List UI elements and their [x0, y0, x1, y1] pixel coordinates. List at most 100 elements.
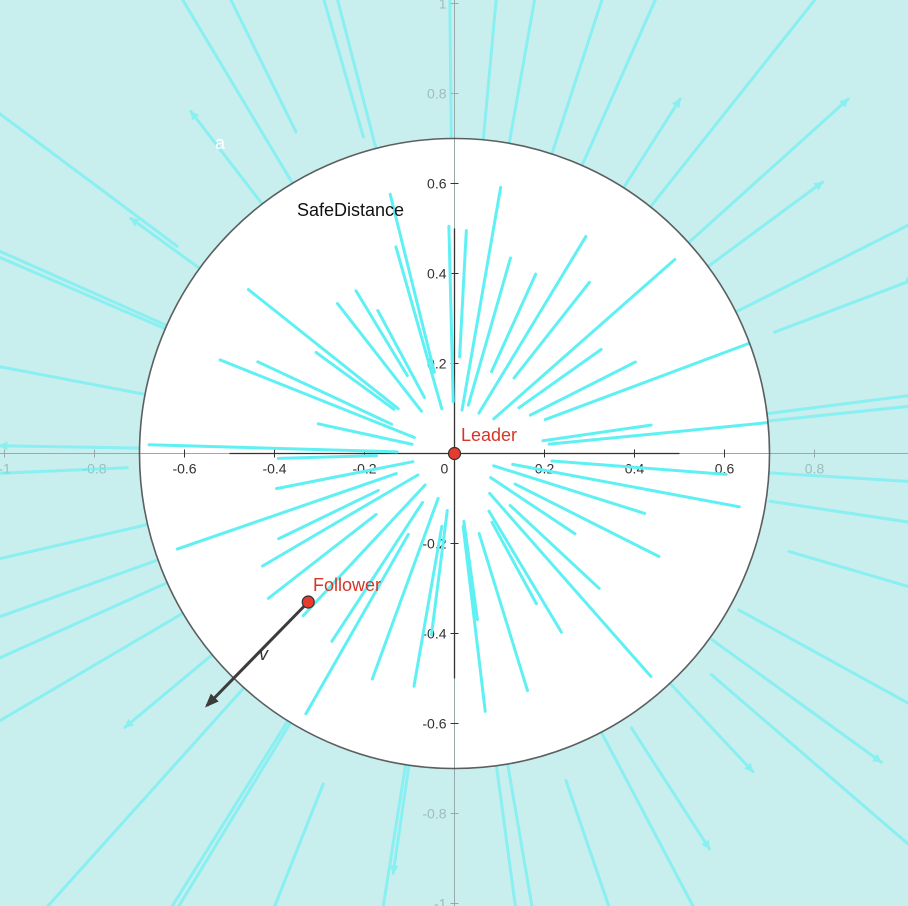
- x-tick-label: 0.8: [805, 461, 825, 477]
- field-line: [170, 688, 309, 906]
- field-line: [448, 0, 454, 172]
- field-line: [691, 223, 908, 335]
- velocity-label: v: [259, 644, 269, 664]
- field-line: [490, 520, 538, 606]
- field-line: [475, 0, 498, 212]
- field-line: [507, 0, 537, 144]
- field-line: [492, 257, 677, 421]
- field-line: [737, 608, 908, 705]
- field-line: [528, 360, 637, 417]
- field-line: [564, 778, 611, 906]
- field-line: [354, 289, 409, 378]
- field-line: [477, 532, 529, 693]
- y-tick-label: -0.4: [422, 626, 446, 642]
- field-line: [458, 229, 468, 359]
- y-tick-label: 1: [439, 0, 447, 12]
- x-tick-label: -1: [0, 461, 11, 477]
- field-line: [630, 640, 755, 774]
- a-label: a: [215, 133, 226, 153]
- field-line: [276, 454, 379, 460]
- field-line: [502, 739, 534, 906]
- field-line: [547, 419, 770, 446]
- field-line: [461, 524, 487, 713]
- field-line: [462, 519, 479, 622]
- field-line: [0, 561, 214, 660]
- velocity-vector[interactable]: [205, 600, 310, 708]
- field-line: [492, 464, 647, 515]
- field-line: [412, 524, 444, 688]
- field-line: [552, 0, 657, 230]
- field-line: [0, 365, 155, 398]
- field-line: [0, 466, 129, 475]
- field-line: [0, 523, 148, 561]
- field-line: [0, 255, 204, 347]
- x-tick-label: -0.6: [172, 461, 196, 477]
- field-line: [322, 0, 365, 139]
- y-tick-label: 0.6: [427, 176, 447, 192]
- field-line: [189, 109, 288, 236]
- field-line: [492, 742, 517, 906]
- field-line: [123, 609, 267, 729]
- field-line: [147, 443, 399, 454]
- x-tick-label: 0: [441, 461, 449, 477]
- y-tick-label: -1: [434, 896, 447, 906]
- follower-point[interactable]: [301, 595, 315, 609]
- field-line: [512, 280, 591, 380]
- field-line: [0, 610, 187, 723]
- field-line: [336, 0, 395, 219]
- field-line: [316, 422, 414, 446]
- field-line: [218, 358, 416, 439]
- field-line: [460, 185, 503, 412]
- field-line: [550, 459, 728, 476]
- field-line: [429, 509, 449, 637]
- field-line: [229, 0, 298, 134]
- field-line: [175, 472, 398, 551]
- field-line: [772, 277, 908, 334]
- field-line: [488, 491, 653, 679]
- field-line: [277, 488, 380, 541]
- leader-label: Leader: [461, 425, 517, 445]
- field-line: [370, 496, 440, 681]
- field-line: [301, 483, 427, 618]
- vector-field-inside: [147, 185, 770, 716]
- field-line: [490, 272, 538, 374]
- safe-distance-circle[interactable]: [138, 137, 771, 770]
- field-line: [129, 216, 250, 305]
- field-line: [314, 350, 396, 411]
- field-line: [629, 726, 711, 851]
- field-line: [543, 340, 756, 422]
- field-line: [330, 500, 425, 643]
- leader-point[interactable]: [447, 446, 462, 461]
- y-tick-label: 0.8: [427, 86, 447, 102]
- field-line: [45, 671, 259, 906]
- field-line: [737, 394, 908, 419]
- field-line: [447, 224, 455, 404]
- field-line: [537, 0, 604, 194]
- field-line: [246, 288, 400, 411]
- field-line: [541, 423, 653, 443]
- safe-distance-label: SafeDistance: [297, 200, 404, 220]
- field-line: [709, 673, 908, 846]
- field-line: [513, 482, 661, 559]
- field-line: [683, 97, 850, 248]
- field-line: [0, 112, 179, 248]
- field-line: [177, 658, 331, 906]
- field-line: [274, 460, 415, 491]
- field-line: [638, 0, 817, 222]
- field-line: [256, 360, 394, 426]
- field-line: [466, 256, 512, 407]
- field-line: [335, 302, 423, 413]
- y-tick-label: -0.6: [422, 716, 446, 732]
- field-line: [594, 720, 695, 906]
- field-line: [0, 441, 160, 451]
- field-line: [273, 782, 325, 906]
- field-line: [511, 462, 741, 509]
- field-line: [388, 192, 436, 374]
- y-tick-label: 0.4: [427, 266, 447, 282]
- x-tick-label: -0.4: [262, 461, 286, 477]
- field-line: [394, 245, 444, 411]
- field-line: [768, 499, 908, 524]
- field-line: [180, 0, 330, 244]
- field-line: [489, 476, 577, 536]
